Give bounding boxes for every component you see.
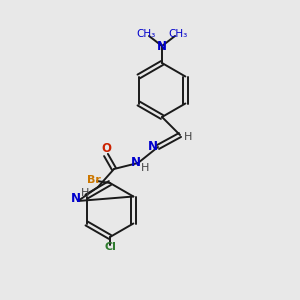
Text: N: N <box>148 140 158 154</box>
Text: H: H <box>184 132 192 142</box>
Text: N: N <box>71 193 81 206</box>
Text: CH₃: CH₃ <box>168 29 188 39</box>
Text: O: O <box>101 142 111 154</box>
Text: Cl: Cl <box>104 242 116 252</box>
Text: Br: Br <box>87 175 101 185</box>
Text: N: N <box>131 155 141 169</box>
Text: H: H <box>141 163 149 173</box>
Text: CH₃: CH₃ <box>136 29 156 39</box>
Text: H: H <box>81 188 89 198</box>
Text: N: N <box>157 40 167 52</box>
